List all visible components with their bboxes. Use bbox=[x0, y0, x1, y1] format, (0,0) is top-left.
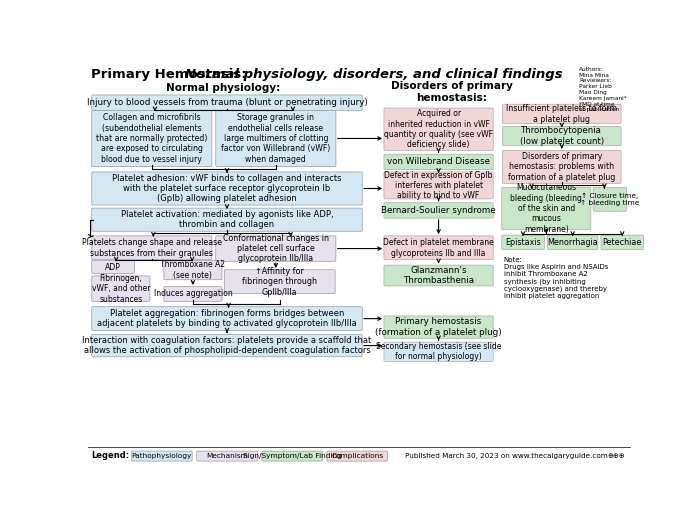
Text: Insufficient platelets to form
a platelet plug: Insufficient platelets to form a platele… bbox=[506, 104, 617, 123]
FancyBboxPatch shape bbox=[503, 104, 621, 123]
FancyBboxPatch shape bbox=[164, 260, 222, 280]
Text: Storage granules in
endothelial cells release
large multimers of clotting
factor: Storage granules in endothelial cells re… bbox=[221, 113, 330, 164]
FancyBboxPatch shape bbox=[384, 265, 494, 286]
Text: von Willebrand Disease: von Willebrand Disease bbox=[387, 158, 490, 166]
Text: Authors:
Mina Mina
Reviewers:
Parker Lieb
Mao Ding
Kareem Jamani*
*MD at time
of: Authors: Mina Mina Reviewers: Parker Lie… bbox=[579, 67, 627, 112]
Text: Defect in expression of GpIb
interferes with platelet
ability to bind to vWF: Defect in expression of GpIb interferes … bbox=[384, 171, 493, 201]
Text: Bernard-Soulier syndrome: Bernard-Soulier syndrome bbox=[382, 206, 496, 215]
Text: Thrombocytopenia
(low platelet count): Thrombocytopenia (low platelet count) bbox=[519, 127, 604, 146]
Text: ↑ Closure time,
↑ bleeding time: ↑ Closure time, ↑ bleeding time bbox=[580, 193, 640, 206]
Text: Mechanism: Mechanism bbox=[206, 454, 248, 459]
Text: Injury to blood vessels from trauma (blunt or penetrating injury): Injury to blood vessels from trauma (blu… bbox=[87, 98, 368, 107]
Text: ↑Affinity for
fibrinogen through
GpIIb/IIIa: ↑Affinity for fibrinogen through GpIIb/I… bbox=[242, 267, 317, 297]
FancyBboxPatch shape bbox=[547, 235, 598, 250]
Text: Primary Hemostasis:: Primary Hemostasis: bbox=[90, 68, 251, 81]
FancyBboxPatch shape bbox=[384, 342, 494, 361]
Text: Thromboxane A2
(see note): Thromboxane A2 (see note) bbox=[160, 260, 225, 280]
Text: Menorrhagia: Menorrhagia bbox=[547, 238, 598, 247]
FancyBboxPatch shape bbox=[92, 334, 362, 357]
Text: Complications: Complications bbox=[331, 454, 384, 459]
FancyBboxPatch shape bbox=[92, 276, 150, 301]
FancyBboxPatch shape bbox=[503, 150, 621, 184]
Text: Normal physiology:: Normal physiology: bbox=[166, 83, 280, 93]
FancyBboxPatch shape bbox=[502, 187, 591, 230]
FancyBboxPatch shape bbox=[197, 451, 257, 461]
Text: Disorders of primary
hemostasis: problems with
formation of a platelet plug: Disorders of primary hemostasis: problem… bbox=[508, 152, 615, 182]
Text: Note:
Drugs like Aspirin and NSAIDs
inhibit Thromboxane A2
synthesis (by inhibit: Note: Drugs like Aspirin and NSAIDs inhi… bbox=[504, 257, 608, 299]
FancyBboxPatch shape bbox=[92, 260, 134, 274]
Text: Acquired or
inherited reduction in vWF
quantity or quality (see vWF
deficiency s: Acquired or inherited reduction in vWF q… bbox=[384, 109, 493, 149]
Text: Platelet adhesion: vWF binds to collagen and interacts
with the platelet surface: Platelet adhesion: vWF binds to collagen… bbox=[112, 174, 342, 203]
Text: Mucocutaneous
bleeding (bleeding
of the skin and
mucous
membrane): Mucocutaneous bleeding (bleeding of the … bbox=[510, 183, 582, 234]
FancyBboxPatch shape bbox=[384, 108, 494, 150]
Text: Primary hemostasis
(formation of a platelet plug): Primary hemostasis (formation of a plate… bbox=[375, 318, 502, 337]
Text: Defect in platelet membrane
glycoproteins IIb and IIIa: Defect in platelet membrane glycoprotein… bbox=[383, 238, 494, 257]
FancyBboxPatch shape bbox=[384, 316, 494, 338]
FancyBboxPatch shape bbox=[132, 451, 192, 461]
FancyBboxPatch shape bbox=[384, 203, 494, 218]
FancyBboxPatch shape bbox=[216, 236, 336, 261]
Text: Glanzmann's
Thrombasthenia: Glanzmann's Thrombasthenia bbox=[403, 266, 474, 285]
FancyBboxPatch shape bbox=[164, 287, 222, 301]
Text: Normal physiology, disorders, and clinical findings: Normal physiology, disorders, and clinic… bbox=[185, 68, 563, 81]
Text: Platelet activation: mediated by agonists like ADP,
thrombin and collagen: Platelet activation: mediated by agonist… bbox=[120, 210, 333, 229]
FancyBboxPatch shape bbox=[503, 127, 621, 146]
FancyBboxPatch shape bbox=[327, 451, 387, 461]
Text: Conformational changes in
platelet cell surface
glycoprotein IIb/IIIa: Conformational changes in platelet cell … bbox=[223, 234, 329, 264]
FancyBboxPatch shape bbox=[92, 95, 362, 110]
Text: Induces aggregation: Induces aggregation bbox=[153, 289, 232, 299]
Text: Pathophysiology: Pathophysiology bbox=[132, 454, 192, 459]
FancyBboxPatch shape bbox=[216, 110, 336, 166]
Text: Disorders of primary
hemostasis:: Disorders of primary hemostasis: bbox=[391, 81, 512, 103]
FancyBboxPatch shape bbox=[384, 172, 494, 199]
Text: Legend:: Legend: bbox=[92, 451, 130, 460]
FancyBboxPatch shape bbox=[502, 235, 545, 250]
Text: Epistaxis: Epistaxis bbox=[505, 238, 541, 247]
Text: Sign/Symptom/Lab Finding: Sign/Symptom/Lab Finding bbox=[243, 454, 342, 459]
Text: Petechiae: Petechiae bbox=[603, 238, 642, 247]
Text: Collagen and microfibrils
(subendothelial elements
that are normally protected)
: Collagen and microfibrils (subendothelia… bbox=[96, 113, 207, 164]
Text: Published March 30, 2023 on www.thecalgaryguide.com: Published March 30, 2023 on www.thecalga… bbox=[405, 454, 608, 459]
FancyBboxPatch shape bbox=[92, 236, 212, 260]
FancyBboxPatch shape bbox=[92, 110, 212, 166]
Text: ADP: ADP bbox=[105, 262, 121, 271]
FancyBboxPatch shape bbox=[224, 270, 335, 293]
Text: Interaction with coagulation factors: platelets provide a scaffold that
allows t: Interaction with coagulation factors: pl… bbox=[83, 336, 372, 355]
Text: Fibrinogen,
vWF, and other
substances: Fibrinogen, vWF, and other substances bbox=[92, 274, 150, 303]
Text: Platelet aggregation: fibrinogen forms bridges between
adjacent platelets by bin: Platelet aggregation: fibrinogen forms b… bbox=[97, 309, 357, 328]
FancyBboxPatch shape bbox=[92, 208, 362, 231]
FancyBboxPatch shape bbox=[262, 451, 322, 461]
FancyBboxPatch shape bbox=[601, 235, 643, 250]
FancyBboxPatch shape bbox=[384, 236, 494, 260]
Text: Secondary hemostasis (see slide
for normal physiology): Secondary hemostasis (see slide for norm… bbox=[376, 342, 501, 361]
FancyBboxPatch shape bbox=[92, 172, 362, 205]
FancyBboxPatch shape bbox=[593, 187, 626, 211]
FancyBboxPatch shape bbox=[92, 307, 362, 331]
Text: ⊕⊕⊕: ⊕⊕⊕ bbox=[607, 454, 624, 459]
Text: Platelets change shape and release
substances from their granules: Platelets change shape and release subst… bbox=[82, 238, 222, 257]
FancyBboxPatch shape bbox=[384, 154, 494, 170]
